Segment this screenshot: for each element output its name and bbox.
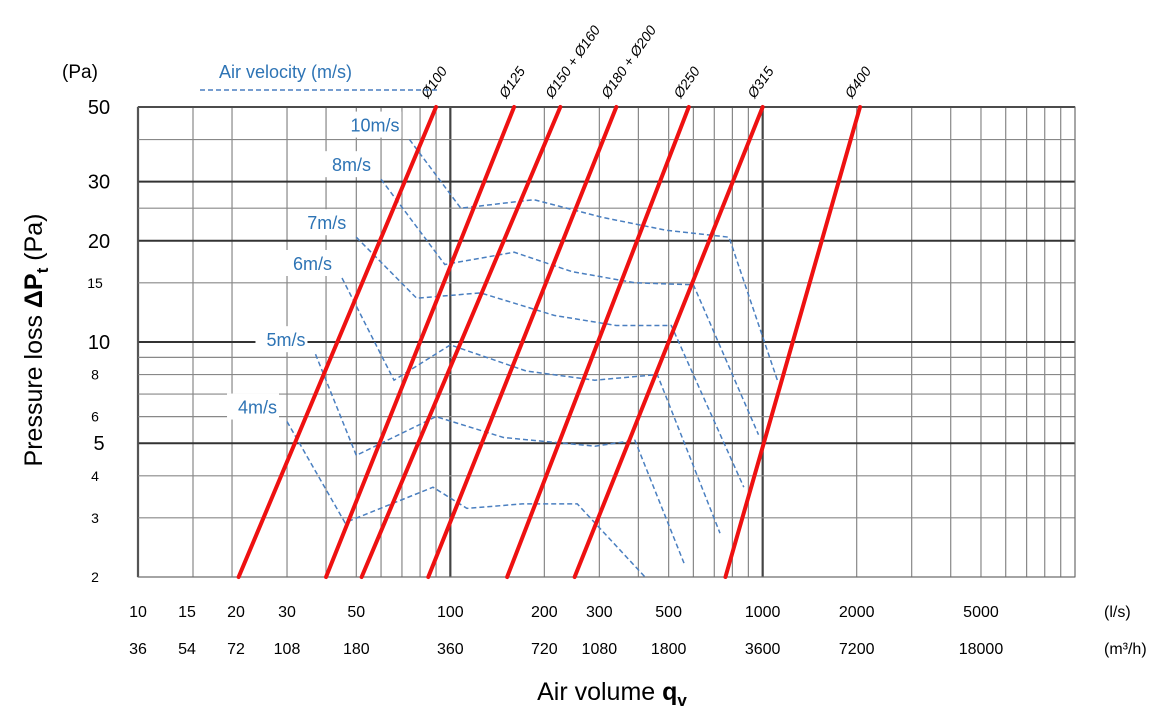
y-tick-label: 30 — [88, 172, 110, 194]
x-unit-m3h: (m³/h) — [1104, 641, 1147, 658]
x-tick-label-m3h: 360 — [437, 641, 464, 658]
y-tick-label: 6 — [91, 409, 99, 425]
x-tick-label-m3h: 36 — [129, 641, 147, 658]
y-tick-labels: 50 30 20 15 10 8 6 5 4 3 2 — [87, 97, 110, 585]
velocity-label-bg — [321, 151, 374, 178]
x-tick-label-m3h: 1800 — [651, 641, 687, 658]
y-axis-symbol-sub: t — [33, 267, 52, 273]
y-axis-title-main: Pressure loss — [20, 315, 48, 466]
x-tick-label-ls: 50 — [347, 604, 365, 621]
diameter-label: Ø180 + Ø200 — [597, 22, 659, 101]
y-tick-label: 15 — [87, 275, 103, 291]
x-tick-label-m3h: 180 — [343, 641, 370, 658]
diameter-label: Ø250 — [670, 63, 703, 101]
x-tick-label-m3h: 1080 — [582, 641, 618, 658]
diameter-line — [572, 105, 765, 579]
diameter-line — [236, 105, 439, 579]
x-tick-label-ls: 20 — [227, 604, 245, 621]
velocity-label: 5m/s — [266, 330, 305, 350]
y-tick-label: 5 — [93, 433, 104, 455]
x-tick-label-m3h: 3600 — [745, 641, 781, 658]
diameter-line — [426, 105, 619, 579]
velocity-line — [314, 353, 685, 564]
x-tick-label-m3h: 72 — [227, 641, 245, 658]
velocity-label-bg — [227, 393, 280, 420]
velocity-label: 10m/s — [350, 116, 399, 136]
x-tick-label-ls: 200 — [531, 604, 558, 621]
velocity-label-bg — [296, 209, 349, 236]
diameter-label: Ø315 — [743, 63, 776, 101]
diameter-lines — [236, 105, 863, 579]
x-tick-label-m3h: 18000 — [959, 641, 1004, 658]
x-tick-label-m3h: 108 — [274, 641, 301, 658]
velocity-label: 8m/s — [332, 155, 371, 175]
diameter-line — [723, 105, 863, 579]
diameter-label: Ø150 + Ø160 — [541, 22, 603, 101]
x-axis-title: Air volume qv — [537, 678, 687, 710]
y-tick-label: 20 — [88, 231, 110, 253]
x-tick-label-ls: 30 — [278, 604, 296, 621]
velocity-label-bg — [338, 111, 402, 138]
y-tick-label: 8 — [91, 367, 99, 383]
y-tick-label: 2 — [91, 569, 99, 585]
y-axis-symbol: ΔP — [20, 273, 48, 308]
velocity-label-bg — [282, 250, 335, 277]
velocity-label: 6m/s — [293, 254, 332, 274]
velocity-line — [355, 236, 745, 488]
diameter-label: Ø100 — [417, 63, 450, 101]
diameter-line — [324, 105, 517, 579]
diameter-line — [359, 105, 563, 579]
y-tick-label: 4 — [91, 468, 99, 484]
x-tick-label-ls: 1000 — [745, 604, 781, 621]
x-tick-label-ls: 5000 — [963, 604, 999, 621]
x-tick-label-m3h: 7200 — [839, 641, 875, 658]
velocity-line — [286, 421, 646, 578]
x-tick-label-ls: 10 — [129, 604, 147, 621]
x-axis-symbol-sub: v — [677, 691, 687, 710]
legend-label: Air velocity (m/s) — [219, 62, 352, 82]
y-unit-label: (Pa) — [62, 62, 98, 83]
velocity-line — [408, 139, 779, 383]
y-tick-label: 50 — [88, 97, 110, 119]
y-axis-title: Pressure loss ΔPt (Pa) — [20, 214, 52, 467]
x-axis-title-main: Air volume — [537, 678, 655, 706]
x-axis-symbol: q — [662, 678, 677, 706]
x-tick-label-ls: 500 — [655, 604, 682, 621]
diameter-label: Ø400 — [841, 63, 874, 101]
velocity-label-bg — [255, 326, 308, 353]
y-tick-label: 10 — [88, 332, 110, 354]
diameter-label: Ø125 — [495, 63, 528, 101]
velocity-label: 4m/s — [238, 398, 277, 418]
x-tick-label-m3h: 720 — [531, 641, 558, 658]
x-tick-label-m3h: 54 — [178, 641, 196, 658]
velocity-label: 7m/s — [307, 213, 346, 233]
y-axis-unit: (Pa) — [20, 214, 48, 261]
plot-frame — [137, 106, 1076, 578]
x-tick-labels: 10 36 15 54 20 72 30 108 50 180 100 360 200 720 300 108… — [129, 604, 1003, 658]
velocity-labels: 4m/s 5m/s 6m/s 7m/s 8m/s 10m/s — [227, 111, 402, 420]
x-tick-label-ls: 300 — [586, 604, 613, 621]
x-tick-label-ls: 15 — [178, 604, 196, 621]
diameter-line — [505, 105, 691, 579]
x-tick-label-ls: 2000 — [839, 604, 875, 621]
x-tick-label-ls: 100 — [437, 604, 464, 621]
x-unit-ls: (l/s) — [1104, 604, 1131, 621]
y-tick-label: 3 — [91, 510, 99, 526]
